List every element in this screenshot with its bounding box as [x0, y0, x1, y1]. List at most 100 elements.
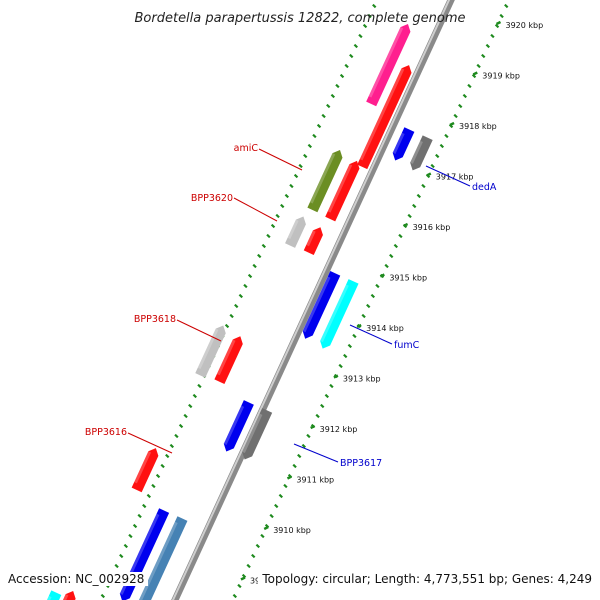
- gene-arrow: [325, 160, 360, 222]
- gene-shine: [197, 328, 219, 369]
- tick-dot: [352, 333, 357, 339]
- tick-dot: [439, 143, 445, 149]
- tick-dot: [297, 453, 302, 459]
- tick-dots-layer: 3920 kbp 3919 kbp 3918 kbp 3917 kbp 3916 kbp…: [100, 3, 544, 599]
- label-bpp3618: BPP3618: [134, 314, 222, 342]
- tick-mark: 3916 kbp: [403, 222, 451, 232]
- gene-bpp3620[interactable]: [285, 214, 308, 248]
- backbone-highlight: [171, 0, 451, 600]
- gene-arrow: [392, 127, 415, 161]
- tick-dot: [361, 313, 366, 319]
- tick-dot: [123, 543, 129, 549]
- tick-dot: [197, 383, 202, 389]
- tick-dot: [453, 113, 458, 119]
- gene-shine: [368, 27, 404, 98]
- tick-marker: [240, 576, 246, 581]
- footer-bar: Accession: NC_002928 Topology: circular;…: [8, 572, 592, 592]
- tick-label: 3916 kbp: [413, 223, 451, 232]
- tick-dot: [307, 143, 313, 149]
- tick-marker: [333, 374, 339, 379]
- gene-feature[interactable]: [58, 589, 78, 600]
- label-amic: amiC: [234, 143, 303, 171]
- tick-dot: [275, 213, 280, 219]
- map-title: Bordetella parapertussis 12822, complete…: [135, 11, 466, 26]
- tick-dot: [344, 63, 349, 69]
- tick-dot: [367, 13, 372, 19]
- tick-mark: 3917 kbp: [426, 172, 474, 182]
- gene-label: amiC: [234, 143, 259, 154]
- tick-dot: [476, 63, 481, 69]
- tick-dot: [155, 473, 161, 479]
- tick-label: 3912 kbp: [320, 425, 358, 434]
- tick-dot: [224, 323, 230, 329]
- gene-deda[interactable]: [408, 135, 433, 172]
- gene-feature[interactable]: [303, 225, 326, 256]
- gene-shine: [216, 339, 236, 376]
- gene-shine: [392, 132, 405, 154]
- gene-label: fumC: [394, 340, 420, 351]
- tick-dot: [499, 13, 504, 19]
- gene-feature[interactable]: [390, 127, 415, 162]
- tick-dot: [490, 33, 495, 39]
- gene-bpp3617[interactable]: [240, 408, 273, 462]
- tick-dot: [347, 343, 353, 349]
- gene-shine: [359, 68, 405, 161]
- gene-shine: [223, 405, 245, 446]
- tick-dot: [229, 313, 234, 319]
- gene-bpp3616[interactable]: [131, 446, 161, 493]
- gene-shine: [320, 284, 349, 343]
- tick-marker: [263, 525, 269, 531]
- tick-dot: [165, 453, 170, 459]
- gene-shine: [61, 594, 69, 600]
- tick-label: 3917 kbp: [436, 173, 474, 182]
- gene-feature[interactable]: [366, 22, 413, 107]
- gene-feature[interactable]: [300, 270, 341, 341]
- gene-features-layer: [47, 22, 433, 600]
- gene-label: BPP3620: [191, 193, 233, 204]
- tick-marker: [472, 71, 478, 76]
- tick-dot: [335, 83, 340, 89]
- tick-mark: 3910 kbp: [263, 525, 311, 535]
- tick-dot: [312, 133, 317, 139]
- gene-feature[interactable]: [357, 63, 414, 170]
- gene-feature[interactable]: [214, 334, 245, 385]
- tick-dot: [315, 413, 320, 419]
- tick-dot: [192, 393, 198, 399]
- tick-mark: 3912 kbp: [310, 424, 358, 434]
- tick-dot: [366, 303, 371, 309]
- tick-dot: [471, 73, 477, 79]
- gene-arrow: [223, 400, 254, 452]
- tick-mark: 3918 kbp: [449, 121, 497, 131]
- gene-feature[interactable]: [221, 400, 254, 454]
- tick-dot: [407, 213, 412, 219]
- leader-line: [176, 319, 222, 342]
- tick-dot: [261, 243, 267, 249]
- tick-marker: [449, 121, 455, 127]
- tick-dot: [370, 293, 376, 299]
- tick-dot: [467, 83, 472, 89]
- tick-dot: [128, 533, 133, 539]
- tick-dot: [146, 493, 152, 499]
- tick-marker: [495, 20, 502, 26]
- gene-fumc[interactable]: [318, 279, 359, 351]
- tick-dot: [119, 553, 124, 559]
- tick-dot: [504, 3, 509, 9]
- tick-dot: [169, 443, 175, 449]
- tick-dot: [283, 483, 288, 489]
- tick-dot: [393, 243, 399, 249]
- tick-dot: [151, 483, 156, 489]
- tick-dot: [462, 93, 468, 99]
- tick-dot: [330, 93, 336, 99]
- tick-dot: [301, 443, 307, 449]
- tick-dot: [358, 33, 363, 39]
- gene-bpp3618[interactable]: [195, 323, 228, 378]
- tick-dot: [324, 393, 330, 399]
- tick-dot: [238, 293, 244, 299]
- gene-feature[interactable]: [325, 159, 362, 222]
- gene-arrow: [303, 227, 323, 256]
- tick-dot: [444, 133, 449, 139]
- gene-arrow: [366, 24, 411, 107]
- tick-label: 3920 kbp: [506, 21, 544, 30]
- gene-amic[interactable]: [307, 148, 345, 213]
